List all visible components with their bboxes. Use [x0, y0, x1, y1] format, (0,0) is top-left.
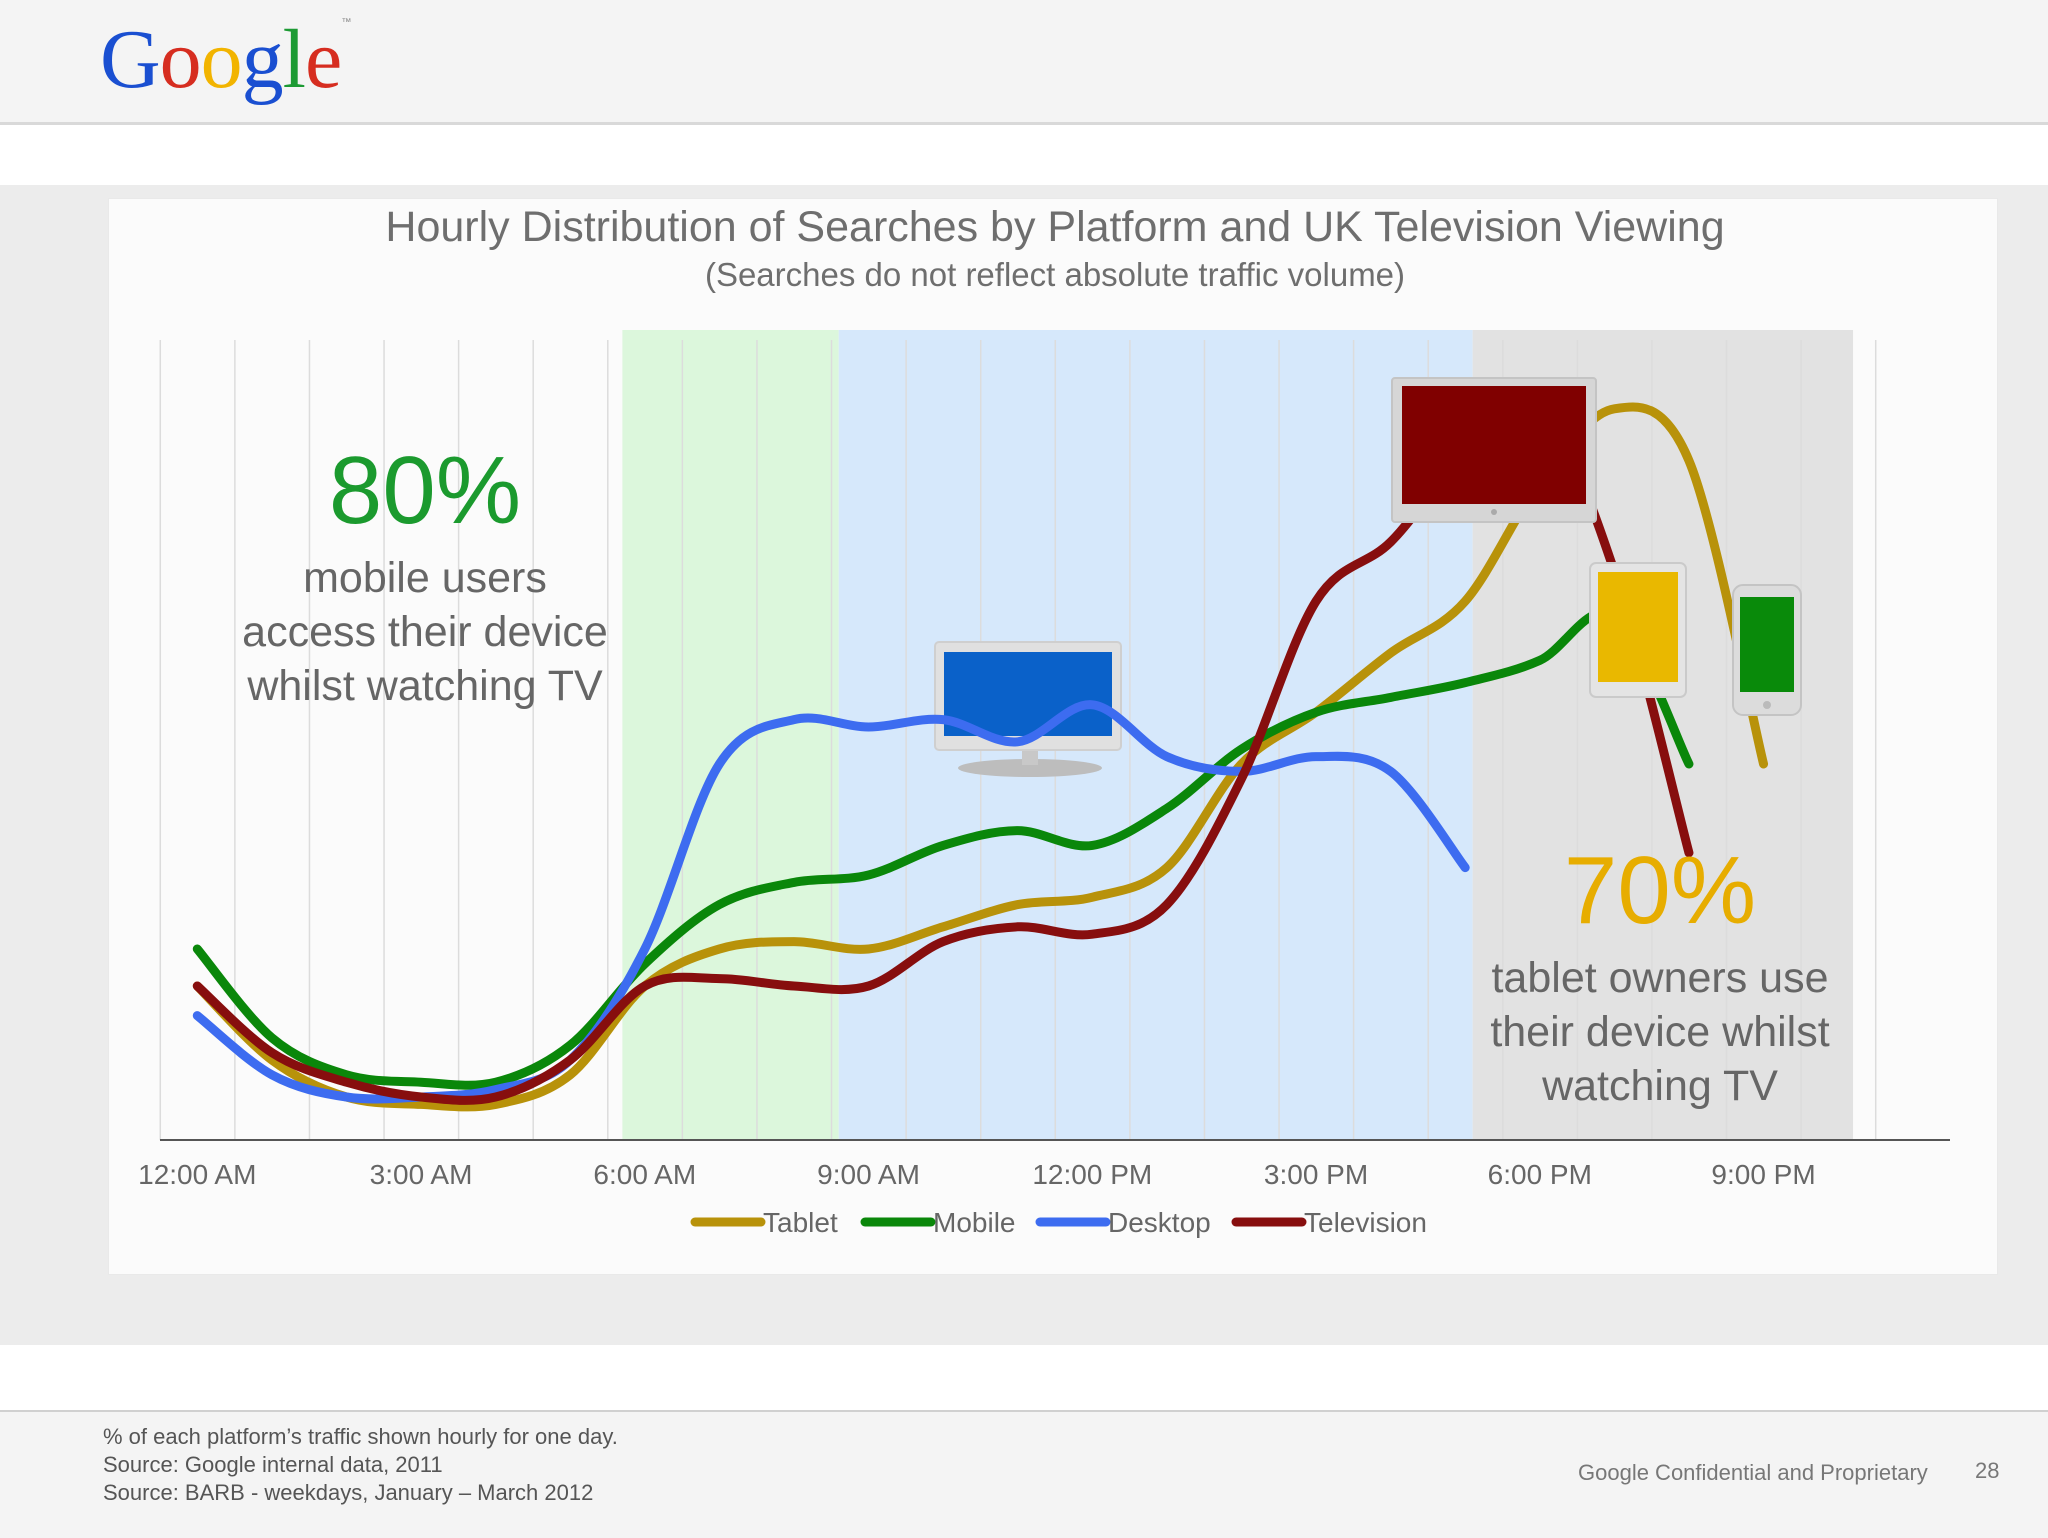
confidential-label: Google Confidential and Proprietary: [1578, 1460, 1928, 1485]
smartphone-icon: [1732, 584, 1802, 716]
x-tick-label: 3:00 AM: [370, 1159, 473, 1190]
page-number: 28: [1975, 1458, 2000, 1483]
chart-subtitle: (Searches do not reflect absolute traffi…: [704, 256, 1406, 293]
x-tick-label: 9:00 PM: [1711, 1159, 1815, 1190]
time-band: [838, 330, 1473, 1140]
note-line-3: Source: BARB - weekdays, January – March…: [103, 1480, 594, 1505]
tablet-callout-text: tablet owners use their device whilst wa…: [1440, 951, 1880, 1113]
x-tick-label: 12:00 AM: [138, 1159, 256, 1190]
x-tick-label: 6:00 PM: [1488, 1159, 1592, 1190]
logo-wordmark: Google: [100, 13, 342, 106]
desktop-monitor-icon: [934, 641, 1122, 777]
mobile-callout-line1: mobile users: [303, 554, 547, 602]
x-tick-label: 3:00 PM: [1264, 1159, 1368, 1190]
mobile-callout-line3: whilst watching TV: [247, 662, 603, 710]
tablet-callout-line2: their device whilst: [1490, 1008, 1830, 1056]
legend-label: Mobile: [933, 1207, 1015, 1238]
source-notes: % of each platform’s traffic shown hourl…: [103, 1423, 618, 1507]
tablet-icon: [1589, 562, 1687, 698]
tablet-callout: 70% tablet owners use their device whils…: [1440, 843, 1880, 1113]
note-line-1: % of each platform’s traffic shown hourl…: [103, 1424, 618, 1449]
x-tick-label: 9:00 AM: [817, 1159, 920, 1190]
tablet-callout-value: 70%: [1563, 837, 1757, 944]
series-line-mobile: [192, 608, 1694, 1090]
legend-label: Desktop: [1108, 1207, 1211, 1238]
tablet-callout-line1: tablet owners use: [1491, 954, 1829, 1002]
time-band: [622, 330, 839, 1140]
mobile-callout-line2: access their device: [242, 608, 608, 656]
tablet-callout-line3: watching TV: [1542, 1062, 1778, 1110]
chart-title: Hourly Distribution of Searches by Platf…: [385, 203, 1725, 251]
logo-letter: l: [282, 13, 306, 106]
logo-letter: o: [200, 13, 243, 106]
legend-label: Television: [1304, 1207, 1427, 1238]
slide-header: Google™: [0, 0, 2048, 125]
mobile-callout: 80% mobile users access their device whi…: [200, 443, 650, 713]
google-logo: Google™: [100, 17, 351, 102]
note-line-2: Source: Google internal data, 2011: [103, 1452, 443, 1477]
legend-label: Tablet: [763, 1207, 838, 1238]
logo-letter: e: [305, 13, 342, 106]
logo-trademark: ™: [341, 17, 351, 28]
logo-letter: G: [100, 13, 161, 106]
mobile-callout-value: 80%: [328, 437, 522, 544]
mobile-callout-text: mobile users access their device whilst …: [200, 551, 650, 713]
logo-letter: o: [159, 13, 202, 106]
slide-footer: [0, 1410, 2048, 1538]
x-tick-label: 6:00 AM: [593, 1159, 696, 1190]
television-icon: [1391, 377, 1597, 523]
logo-letter: g: [241, 13, 284, 106]
x-tick-label: 12:00 PM: [1032, 1159, 1152, 1190]
